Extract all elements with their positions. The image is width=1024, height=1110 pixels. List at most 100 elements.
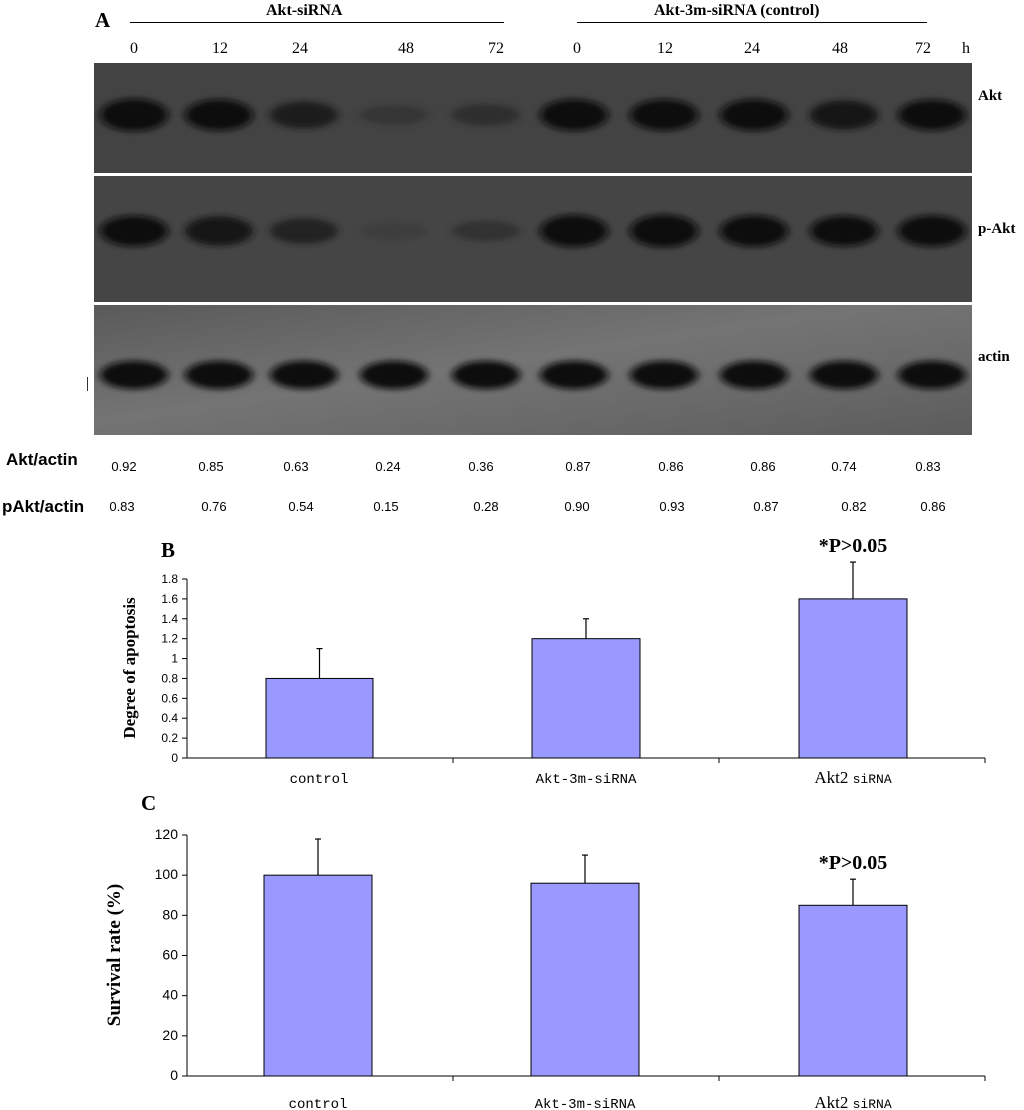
blot-band-p-akt	[898, 215, 966, 247]
blot-band-akt	[452, 103, 520, 127]
blot-band-akt	[360, 105, 428, 125]
quant-value: 0.83	[915, 459, 941, 474]
quant-value: 0.86	[750, 459, 776, 474]
blot-band-akt	[540, 99, 608, 131]
bar	[265, 677, 374, 759]
quant-value: 0.24	[375, 459, 401, 474]
lane-label: 0	[130, 40, 138, 57]
quant-value: 0.15	[373, 499, 399, 514]
row-label-pakt: p-Akt	[978, 221, 1016, 237]
y-tick-label: 100	[155, 866, 179, 882]
bar	[263, 874, 373, 1077]
row-label-actin: actin	[978, 349, 1010, 365]
blot-band-actin	[810, 360, 878, 390]
panel-letter: B	[161, 538, 175, 562]
y-tick-label: 1.2	[161, 632, 178, 646]
blot-band-akt	[270, 101, 338, 129]
blot-band-actin	[270, 360, 338, 390]
quant-value: 0.93	[659, 499, 685, 514]
blot-band-akt	[720, 99, 788, 131]
blot-band-actin	[100, 360, 168, 390]
blot-band-akt	[630, 99, 698, 131]
quant-value: 0.63	[283, 459, 309, 474]
y-tick-label: 1.8	[161, 572, 178, 586]
bar	[798, 598, 908, 759]
chart-c: C 0 20 40 60 80 100 120 Survival rate (%) control…	[104, 791, 986, 1110]
lane-label: 12	[657, 40, 673, 57]
y-tick-label: 0.8	[161, 671, 178, 685]
y-tick-label: 1	[171, 652, 178, 666]
blot-band-p-akt	[720, 215, 788, 247]
blot-band-p-akt	[270, 218, 338, 244]
quant-value: 0.87	[565, 459, 591, 474]
lane-label: 72	[915, 40, 931, 57]
quant-value: 0.36	[468, 459, 494, 474]
group-2-title: Akt-3m-siRNA (control)	[654, 2, 820, 19]
quant-value: 0.54	[288, 499, 314, 514]
significance-annotation: *P>0.05	[819, 535, 888, 557]
y-tick-label: 40	[162, 987, 178, 1003]
blot-band-p-akt	[360, 221, 428, 241]
y-axis-label: Degree of apoptosis	[120, 597, 139, 739]
blot-band-p-akt	[452, 220, 520, 242]
blot-band-p-akt	[810, 215, 878, 247]
y-tick-label: 120	[155, 826, 179, 842]
x-category-label: control	[290, 772, 349, 788]
y-tick-label: 80	[162, 906, 178, 922]
quant-label-pakt-actin: pAkt/actin	[2, 497, 85, 516]
significance-annotation: *P>0.05	[819, 852, 888, 874]
y-tick-label: 1.4	[161, 612, 178, 626]
quant-value: 0.86	[658, 459, 684, 474]
blot-band-p-akt	[540, 214, 608, 248]
x-category-label: Akt-3m-siRNA	[536, 772, 637, 788]
lane-label: 0	[573, 40, 581, 57]
lane-label: 24	[292, 40, 308, 57]
blot-divider	[94, 302, 972, 305]
blot-band-actin	[452, 360, 520, 390]
x-category-label: Akt2 siRNA	[814, 768, 891, 787]
bar	[798, 904, 908, 1077]
y-tick-label: 0	[170, 1067, 178, 1083]
panel-letter: C	[141, 791, 156, 815]
western-blot-image	[94, 63, 972, 435]
blot-band-actin	[898, 360, 966, 390]
group-1-title: Akt-siRNA	[266, 2, 343, 19]
row-label-akt: Akt	[978, 88, 1003, 104]
y-tick-label: 1.6	[161, 592, 178, 606]
group-2-line	[577, 22, 927, 23]
blot-band-actin	[540, 360, 608, 390]
quant-value: 0.28	[473, 499, 499, 514]
y-tick-label: 20	[162, 1027, 178, 1043]
y-tick-label: 60	[162, 947, 178, 963]
quant-value: 0.76	[201, 499, 227, 514]
quant-value: 0.74	[831, 459, 857, 474]
quant-label-akt-actin: Akt/actin	[6, 450, 78, 469]
time-unit-label: h	[962, 40, 970, 57]
quant-value: 0.83	[109, 499, 135, 514]
blot-band-p-akt	[100, 215, 168, 247]
quant-value: 0.82	[841, 499, 867, 514]
lane-label: 12	[212, 40, 228, 57]
x-category-label: control	[289, 1097, 348, 1110]
blot-band-akt	[898, 99, 966, 131]
chart-b: B 0 0.2 0.4 0.6 0.8 1 1.2 1.4 1.6 1.8 Degree of apo…	[120, 535, 986, 788]
quant-value: 0.90	[564, 499, 590, 514]
blot-tick-mark	[87, 377, 88, 391]
lane-label: 48	[398, 40, 414, 57]
x-category-label: Akt-3m-siRNA	[535, 1097, 636, 1110]
blot-band-p-akt	[185, 216, 253, 246]
quant-value: 0.85	[198, 459, 224, 474]
bar	[531, 638, 641, 759]
lane-label: 48	[832, 40, 848, 57]
blot-band-akt	[810, 100, 878, 130]
y-tick-label: 0.6	[161, 691, 178, 705]
panel-a-letter: A	[95, 8, 111, 32]
blot-band-actin	[720, 360, 788, 390]
blot-band-p-akt	[630, 214, 698, 248]
blot-band-akt	[100, 98, 168, 132]
quant-value: 0.86	[920, 499, 946, 514]
blot-band-actin	[630, 360, 698, 390]
blot-band-akt	[185, 99, 253, 131]
y-axis-label: Survival rate (%)	[104, 884, 125, 1026]
y-tick-label: 0	[171, 751, 178, 765]
